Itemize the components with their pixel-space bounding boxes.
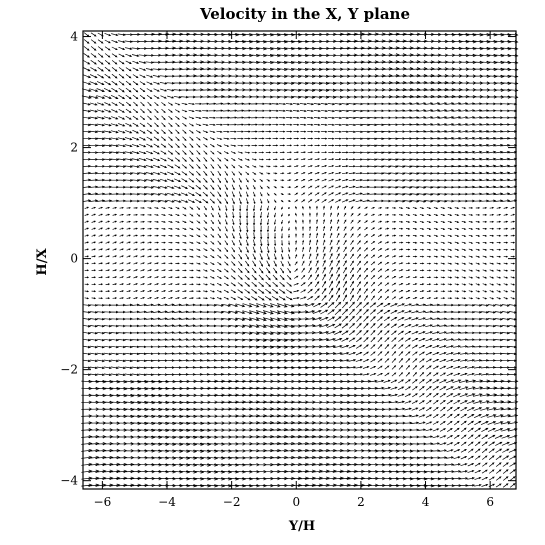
y-tick-label: −4	[60, 474, 78, 488]
chart-title: Velocity in the X, Y plane	[199, 5, 410, 23]
plot-frame	[82, 30, 517, 490]
x-tick-label: 6	[486, 495, 494, 509]
x-tick-label: −6	[94, 495, 112, 509]
arrow-field	[81, 32, 519, 488]
x-tick-label: −4	[158, 495, 176, 509]
x-axis: −6 −4 −2 0 2 4 6	[94, 31, 494, 509]
x-tick-label: 4	[422, 495, 430, 509]
y-tick-label: −2	[60, 363, 78, 377]
x-tick-label: 2	[357, 495, 365, 509]
y-axis-label: H/X	[35, 248, 50, 276]
y-tick-label: 2	[70, 141, 78, 155]
x-axis-label: Y/H	[288, 519, 315, 534]
x-tick-label: −2	[223, 495, 241, 509]
y-axis: −4 −2 0 2 4	[60, 30, 516, 488]
y-tick-label: 4	[70, 30, 78, 44]
velocity-arrows	[81, 32, 519, 488]
y-tick-label: 0	[70, 252, 78, 266]
x-tick-label: 0	[292, 495, 300, 509]
